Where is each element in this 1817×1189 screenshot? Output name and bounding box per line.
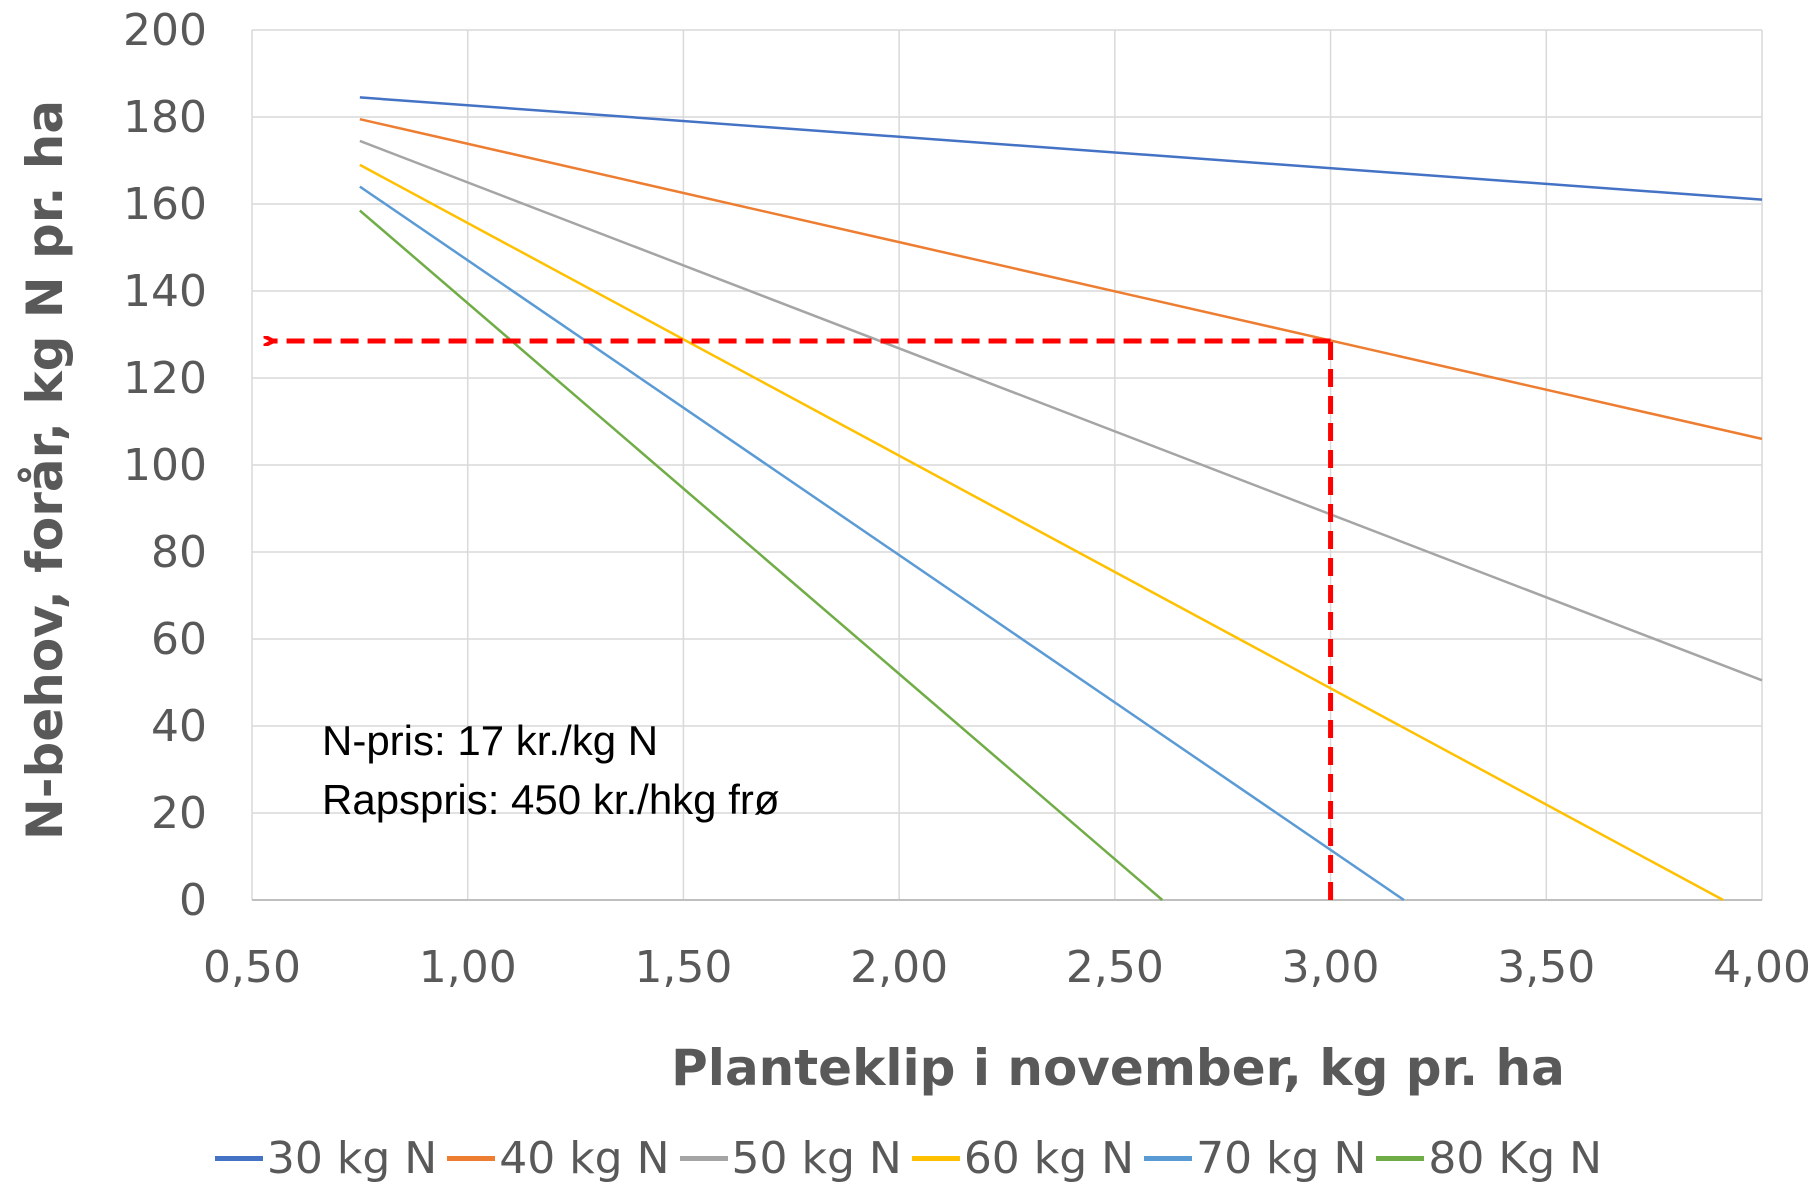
legend-swatch <box>1376 1155 1425 1161</box>
y-tick-label: 140 <box>123 266 207 317</box>
x-tick-label: 3,50 <box>1497 942 1595 993</box>
reading-guide <box>273 341 1334 900</box>
y-tick-label: 100 <box>123 440 207 491</box>
x-tick-label: 0,50 <box>203 942 301 993</box>
x-axis-title: Planteklip i november, kg pr. ha <box>671 1039 1565 1097</box>
legend-item: 30 kg N <box>214 1132 438 1184</box>
legend-swatch <box>447 1155 496 1161</box>
x-tick-label: 2,50 <box>1066 942 1164 993</box>
y-tick-label: 40 <box>151 701 207 752</box>
x-tick-label: 2,00 <box>850 942 948 993</box>
legend-item: 80 Kg N <box>1376 1133 1602 1184</box>
x-tick-label: 4,00 <box>1713 942 1811 993</box>
legend-label: 30 kg N <box>266 1132 438 1184</box>
series-line-1 <box>359 96 1763 201</box>
y-tick-label: 200 <box>123 5 207 56</box>
series-line-2 <box>359 117 1763 441</box>
legend-label: 70 kg N <box>1196 1132 1367 1184</box>
y-tick-labels: 0 20 40 60 80 100 120 140 160 180 200 <box>123 5 207 926</box>
series-line-3 <box>359 139 1763 682</box>
legend-item: 40 kg N <box>447 1132 670 1184</box>
y-axis-title: N-behov, forår, kg N pr. ha <box>16 100 74 840</box>
legend-label: 60 kg N <box>963 1132 1135 1184</box>
y-tick-label: 160 <box>123 179 207 230</box>
legend-label: 50 kg N <box>731 1132 902 1184</box>
legend-label: 40 kg N <box>499 1132 670 1184</box>
legend-label: 80 Kg N <box>1428 1132 1603 1184</box>
series-line-5 <box>359 185 1405 902</box>
legend-swatch <box>911 1155 960 1161</box>
legend-item: 70 kg N <box>1144 1133 1366 1184</box>
legend: 30 kg N 40 kg N 50 kg N 60 kg N 70 kg N 80 Kg… <box>0 1128 1817 1188</box>
x-tick-labels: 0,50 1,00 1,50 2,00 2,50 3,00 3,50 4,00 <box>203 942 1811 993</box>
y-tick-label: 20 <box>151 788 207 839</box>
y-tick-label: 80 <box>151 527 207 578</box>
legend-swatch <box>214 1155 263 1161</box>
y-tick-label: 180 <box>123 92 207 143</box>
x-tick-label: 1,50 <box>634 942 732 993</box>
series-line-4 <box>359 163 1724 902</box>
legend-swatch <box>679 1155 728 1161</box>
series-line-6 <box>359 209 1164 901</box>
y-tick-label: 0 <box>179 875 207 926</box>
chart: 0 20 40 60 80 100 120 140 160 180 200 0,50 1,00 1,50… <box>16 5 1811 1097</box>
annotation-rape-price: Rapspris: 450 kr./hkg frø <box>322 776 780 823</box>
legend-item: 50 kg N <box>679 1132 902 1184</box>
y-tick-label: 60 <box>151 614 207 665</box>
legend-item: 60 kg N <box>911 1132 1135 1184</box>
series-lines <box>359 96 1763 902</box>
gridlines <box>251 29 1763 901</box>
x-tick-label: 3,00 <box>1282 942 1380 993</box>
annotation-n-price: N-pris: 17 kr./kg N <box>322 717 658 764</box>
y-tick-label: 120 <box>123 353 207 404</box>
legend-swatch <box>1144 1155 1193 1161</box>
x-tick-label: 1,00 <box>419 942 517 993</box>
